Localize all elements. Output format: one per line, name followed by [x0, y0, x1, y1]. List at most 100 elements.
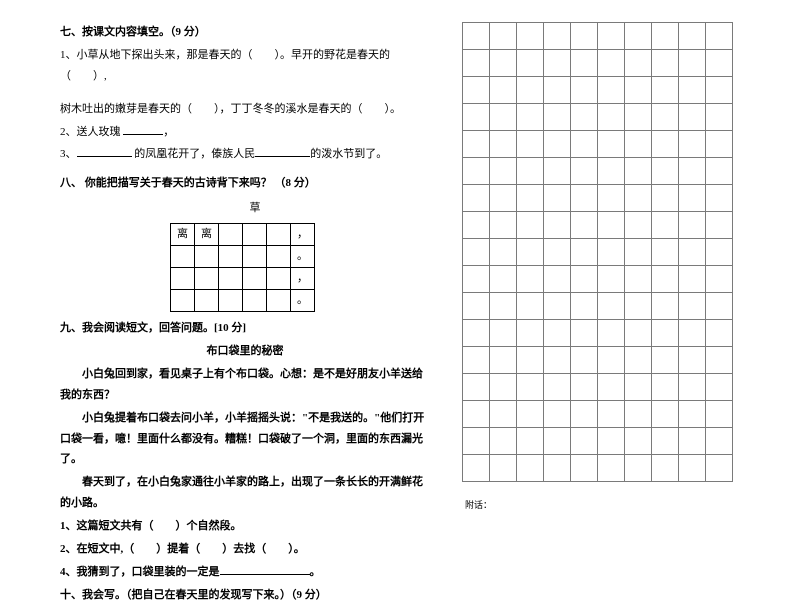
- writing-cell[interactable]: [652, 266, 679, 293]
- writing-cell[interactable]: [571, 185, 598, 212]
- writing-cell[interactable]: [571, 104, 598, 131]
- writing-cell[interactable]: [652, 455, 679, 482]
- writing-cell[interactable]: [490, 428, 517, 455]
- writing-cell[interactable]: [463, 347, 490, 374]
- writing-cell[interactable]: [571, 158, 598, 185]
- writing-cell[interactable]: [652, 131, 679, 158]
- writing-cell[interactable]: [544, 293, 571, 320]
- writing-cell[interactable]: [706, 347, 733, 374]
- writing-cell[interactable]: [706, 212, 733, 239]
- poem-cell[interactable]: 。: [291, 246, 315, 268]
- writing-cell[interactable]: [463, 212, 490, 239]
- writing-grid[interactable]: [462, 22, 733, 482]
- writing-cell[interactable]: [544, 428, 571, 455]
- writing-cell[interactable]: [517, 104, 544, 131]
- blank[interactable]: [220, 565, 310, 575]
- writing-cell[interactable]: [463, 428, 490, 455]
- writing-cell[interactable]: [517, 185, 544, 212]
- writing-cell[interactable]: [517, 401, 544, 428]
- writing-cell[interactable]: [625, 212, 652, 239]
- writing-cell[interactable]: [625, 320, 652, 347]
- poem-cell[interactable]: [219, 224, 243, 246]
- writing-cell[interactable]: [571, 374, 598, 401]
- writing-cell[interactable]: [544, 23, 571, 50]
- writing-cell[interactable]: [544, 212, 571, 239]
- writing-cell[interactable]: [598, 455, 625, 482]
- writing-cell[interactable]: [571, 347, 598, 374]
- blank[interactable]: [77, 147, 132, 157]
- writing-cell[interactable]: [490, 50, 517, 77]
- writing-cell[interactable]: [571, 401, 598, 428]
- writing-cell[interactable]: [544, 347, 571, 374]
- poem-cell[interactable]: [243, 224, 267, 246]
- writing-cell[interactable]: [463, 320, 490, 347]
- writing-cell[interactable]: [652, 77, 679, 104]
- writing-cell[interactable]: [598, 131, 625, 158]
- writing-cell[interactable]: [706, 266, 733, 293]
- writing-cell[interactable]: [625, 185, 652, 212]
- writing-cell[interactable]: [490, 77, 517, 104]
- writing-cell[interactable]: [490, 158, 517, 185]
- writing-cell[interactable]: [652, 239, 679, 266]
- writing-cell[interactable]: [625, 266, 652, 293]
- writing-cell[interactable]: [652, 212, 679, 239]
- writing-cell[interactable]: [625, 131, 652, 158]
- writing-cell[interactable]: [598, 158, 625, 185]
- writing-cell[interactable]: [463, 104, 490, 131]
- poem-cell[interactable]: [267, 268, 291, 290]
- writing-cell[interactable]: [625, 77, 652, 104]
- writing-cell[interactable]: [679, 455, 706, 482]
- writing-cell[interactable]: [490, 401, 517, 428]
- writing-cell[interactable]: [571, 293, 598, 320]
- writing-cell[interactable]: [490, 455, 517, 482]
- writing-cell[interactable]: [517, 50, 544, 77]
- writing-cell[interactable]: [652, 401, 679, 428]
- writing-cell[interactable]: [598, 374, 625, 401]
- writing-cell[interactable]: [517, 239, 544, 266]
- writing-cell[interactable]: [625, 104, 652, 131]
- poem-cell[interactable]: 离: [195, 224, 219, 246]
- writing-cell[interactable]: [571, 50, 598, 77]
- writing-cell[interactable]: [517, 374, 544, 401]
- writing-cell[interactable]: [463, 158, 490, 185]
- writing-cell[interactable]: [517, 428, 544, 455]
- writing-cell[interactable]: [652, 293, 679, 320]
- writing-cell[interactable]: [463, 131, 490, 158]
- writing-cell[interactable]: [706, 293, 733, 320]
- poem-cell[interactable]: [267, 224, 291, 246]
- writing-cell[interactable]: [544, 320, 571, 347]
- writing-cell[interactable]: [625, 401, 652, 428]
- writing-cell[interactable]: [490, 131, 517, 158]
- writing-cell[interactable]: [706, 455, 733, 482]
- poem-cell[interactable]: [171, 246, 195, 268]
- writing-cell[interactable]: [706, 374, 733, 401]
- poem-cell[interactable]: [219, 268, 243, 290]
- poem-cell[interactable]: [195, 246, 219, 268]
- writing-cell[interactable]: [463, 50, 490, 77]
- writing-cell[interactable]: [598, 104, 625, 131]
- writing-cell[interactable]: [598, 293, 625, 320]
- writing-cell[interactable]: [571, 239, 598, 266]
- writing-cell[interactable]: [652, 185, 679, 212]
- writing-cell[interactable]: [517, 320, 544, 347]
- writing-cell[interactable]: [679, 104, 706, 131]
- writing-cell[interactable]: [544, 239, 571, 266]
- writing-cell[interactable]: [598, 185, 625, 212]
- writing-cell[interactable]: [544, 374, 571, 401]
- poem-cell[interactable]: 离: [171, 224, 195, 246]
- writing-cell[interactable]: [490, 185, 517, 212]
- writing-cell[interactable]: [544, 131, 571, 158]
- writing-cell[interactable]: [598, 212, 625, 239]
- writing-cell[interactable]: [463, 401, 490, 428]
- writing-cell[interactable]: [706, 158, 733, 185]
- writing-cell[interactable]: [625, 347, 652, 374]
- writing-cell[interactable]: [463, 266, 490, 293]
- writing-cell[interactable]: [517, 455, 544, 482]
- writing-cell[interactable]: [517, 77, 544, 104]
- poem-cell[interactable]: [267, 246, 291, 268]
- writing-cell[interactable]: [571, 131, 598, 158]
- writing-cell[interactable]: [679, 374, 706, 401]
- writing-cell[interactable]: [598, 347, 625, 374]
- blank[interactable]: [255, 147, 310, 157]
- writing-cell[interactable]: [652, 320, 679, 347]
